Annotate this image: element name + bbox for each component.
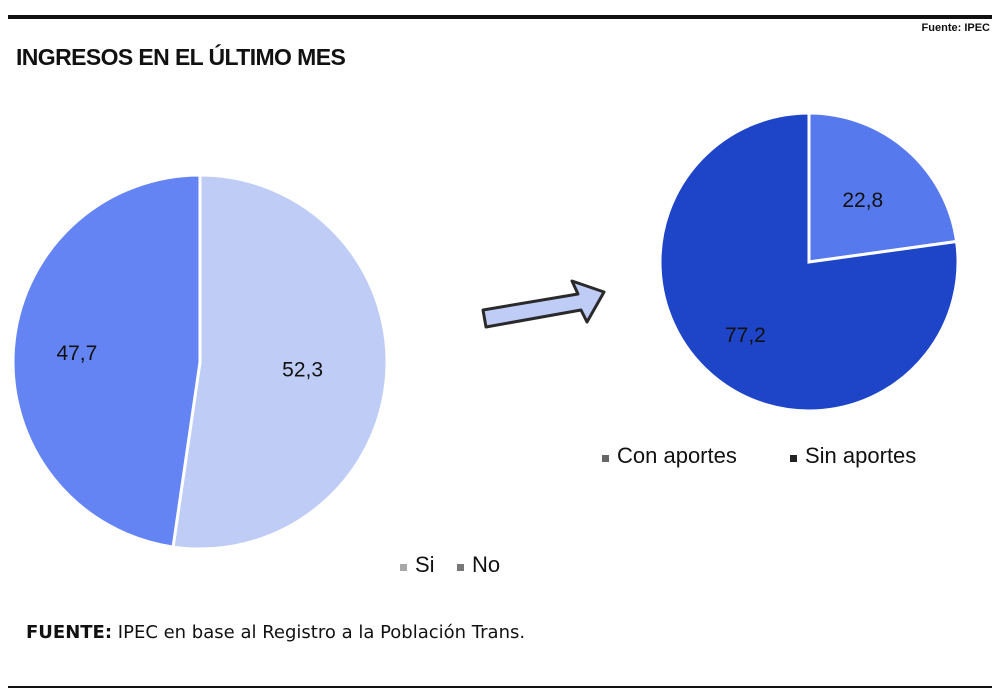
legend-swatch-no [457,564,464,571]
bottom-rule [8,686,992,688]
legend-label-sin-aportes: Sin aportes [805,443,916,468]
legend-right: Con aportes Sin aportes [602,443,916,468]
legend-swatch-con-aportes [602,455,609,462]
footer-source-label: FUENTE: [26,622,113,643]
legend-left: Si No [400,552,500,577]
data-label-con-aportes: 22,8 [842,189,883,212]
pie-slice-con-aportes [807,111,959,264]
pie-slice-sin-aportes [658,111,960,413]
data-label-si: 52,3 [282,358,323,381]
pie-chart-right: 22,8 77,2 [658,111,960,413]
chart-title: INGRESOS EN EL ÚLTIMO MES [16,44,346,70]
footer-source-text: IPEC en base al Registro a la Población … [117,622,526,643]
legend-label-con-aportes: Con aportes [617,443,737,468]
right-arrow-icon [481,279,606,329]
legend-swatch-sin-aportes [790,455,797,462]
data-label-sin-aportes: 77,2 [725,324,766,347]
data-label-no: 47,7 [56,342,97,365]
pie-chart-left: 52,3 47,7 [11,173,389,551]
legend-swatch-si [400,564,407,571]
pie-slice-si [171,173,389,551]
pie-slice-no [11,173,202,549]
source-top-label: Fuente: IPEC [921,22,990,34]
footer-source: FUENTE: IPEC en base al Registro a la Po… [26,622,525,643]
top-rule [8,15,992,19]
legend-label-si: Si [415,552,435,577]
legend-label-no: No [472,552,500,577]
